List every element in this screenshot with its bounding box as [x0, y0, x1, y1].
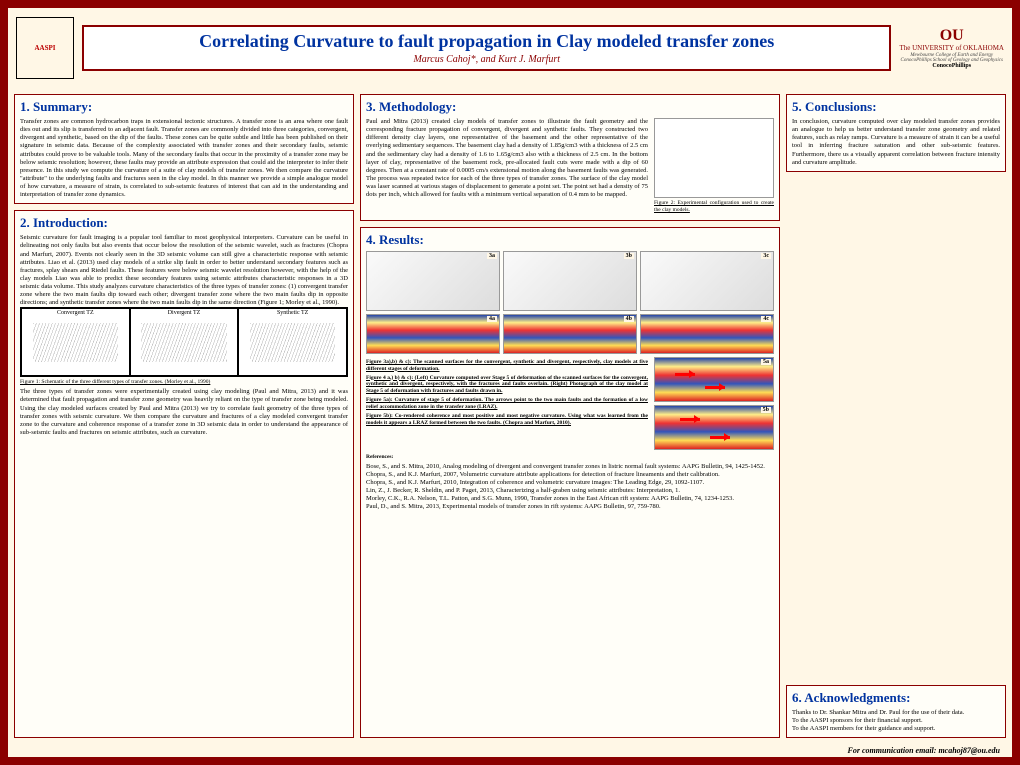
ack-heading: 6. Acknowledgments: [792, 690, 1000, 706]
figure-4b: 4b [503, 314, 637, 354]
summary-text: Transfer zones are common hydrocarbon tr… [20, 118, 348, 199]
acknowledgments-panel: 6. Acknowledgments: Thanks to Dr. Shanka… [786, 685, 1006, 738]
results-panel: 4. Results: 3a 3b 3c 4a 4b 4c Figure 3a)… [360, 227, 780, 738]
title-box: Correlating Curvature to fault propagati… [82, 25, 891, 72]
figure-2-caption: Figure 2: Experimental configuration use… [654, 200, 774, 214]
summary-heading: 1. Summary: [20, 99, 348, 115]
summary-panel: 1. Summary: Transfer zones are common hy… [14, 94, 354, 204]
footer-contact: For communication email: mcahoj87@ou.edu [8, 744, 1012, 757]
tz-synthetic: Synthetic TZ [238, 308, 347, 376]
org-tag: AASPI [34, 44, 55, 52]
figure-3a: 3a [366, 251, 500, 311]
figure-4-row: 4a 4b 4c [366, 314, 774, 354]
poster: AASPI Correlating Curvature to fault pro… [6, 6, 1014, 759]
figure-4-caption: Figure 4 a,) b) & c): (Left) Curvature c… [366, 375, 648, 396]
figure-3b: 3b [503, 251, 637, 311]
figure-5b-caption: Figure 5b): Co-rendered coherence and mo… [366, 413, 648, 427]
institution-logo: OU The UNIVERSITY of OKLAHOMA Mewbourne … [899, 27, 1004, 69]
figure-4a: 4a [366, 314, 500, 354]
figure-2: Figure 2: Experimental configuration use… [654, 118, 774, 216]
method-heading: 3. Methodology: [366, 99, 774, 115]
left-column: 1. Summary: Transfer zones are common hy… [14, 94, 354, 738]
authors: Marcus Cahoj*, and Kurt J. Marfurt [88, 54, 885, 65]
introduction-panel: 2. Introduction: Seismic curvature for f… [14, 210, 354, 738]
content-grid: 1. Summary: Transfer zones are common hy… [8, 88, 1012, 744]
results-heading: 4. Results: [366, 232, 774, 248]
sponsor: ConocoPhillips [932, 63, 971, 69]
methodology-panel: 3. Methodology: Paul and Mitra (2013) cr… [360, 94, 780, 221]
figure-1-schematic: Convergent TZ Divergent TZ Synthetic TZ [20, 307, 348, 377]
refs-heading: References: [366, 454, 774, 461]
conclusions-panel: 5. Conclusions: In conclusion, curvature… [786, 94, 1006, 172]
figure-5a: 5a [654, 357, 774, 402]
ou-logo-icon: OU [940, 27, 964, 45]
tz-divergent: Divergent TZ [130, 308, 239, 376]
header: AASPI Correlating Curvature to fault pro… [8, 8, 1012, 88]
institution-name: The UNIVERSITY of OKLAHOMA [899, 45, 1004, 53]
figure-5a-caption: Figure 5a): Curvature of stage 5 of defo… [366, 397, 648, 411]
conclusions-heading: 5. Conclusions: [792, 99, 1000, 115]
figure-3-row: 3a 3b 3c [366, 251, 774, 311]
figure-3c: 3c [640, 251, 774, 311]
figure-4c: 4c [640, 314, 774, 354]
intro-body1: Seismic curvature for fault imaging is a… [20, 234, 348, 307]
right-column: 5. Conclusions: In conclusion, curvature… [786, 94, 1006, 738]
conclusions-text: In conclusion, curvature computed over c… [792, 118, 1000, 167]
figure-1-caption: Figure 1: Schematic of the three differe… [20, 379, 348, 386]
method-text: Paul and Mitra (2013) created clay model… [366, 118, 648, 199]
intro-heading: 2. Introduction: [20, 215, 348, 231]
figure-3-caption: Figure 3a),b) & c): The scanned surfaces… [366, 359, 648, 373]
org-logo: AASPI [16, 17, 74, 79]
figure-5b: 5b [654, 405, 774, 450]
references-text: Bose, S., and S. Mitra, 2010, Analog mod… [366, 463, 774, 512]
poster-title: Correlating Curvature to fault propagati… [88, 31, 885, 53]
tz-convergent: Convergent TZ [21, 308, 130, 376]
middle-column: 3. Methodology: Paul and Mitra (2013) cr… [360, 94, 780, 738]
ack-text: Thanks to Dr. Shankar Mitra and Dr. Paul… [792, 709, 1000, 733]
intro-body2: The three types of transfer zones were e… [20, 388, 348, 437]
